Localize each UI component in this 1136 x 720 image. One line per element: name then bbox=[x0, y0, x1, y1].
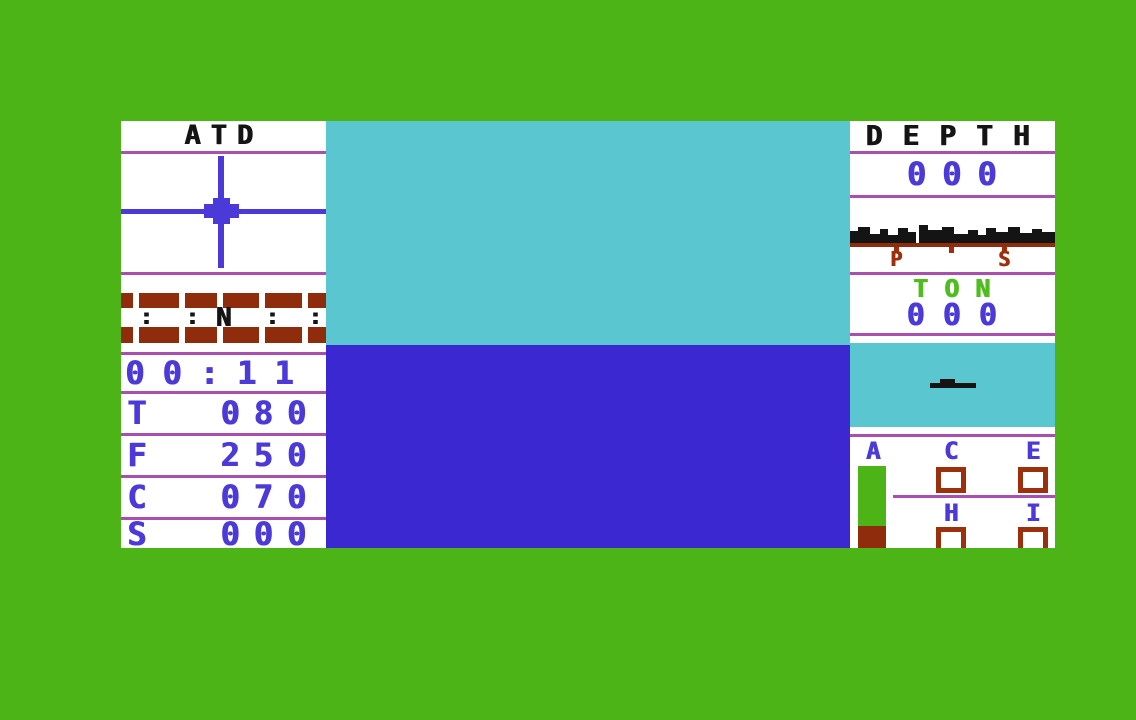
sonar-skyline-silhouette bbox=[850, 225, 1055, 243]
gauge-value: 080 bbox=[220, 394, 320, 432]
scope-center-marker bbox=[213, 198, 230, 224]
gauge-value: 070 bbox=[220, 478, 320, 516]
attack-scope bbox=[121, 154, 326, 272]
depth-panel-title: DEPTH bbox=[865, 121, 1050, 152]
divider-line bbox=[850, 195, 1055, 198]
gauge-label: S bbox=[127, 515, 147, 548]
divider-line bbox=[121, 151, 326, 154]
compass-minor-mark: : bbox=[185, 305, 199, 330]
atd-panel-title: ATD bbox=[184, 121, 263, 151]
status-box-c bbox=[936, 467, 966, 493]
status-letter-h: H bbox=[943, 499, 959, 527]
status-letter-i: I bbox=[1025, 499, 1041, 527]
divider-line bbox=[850, 272, 1055, 275]
compass-tick bbox=[259, 293, 265, 343]
gauge-row-course: C 070 bbox=[121, 478, 326, 517]
compass-tick bbox=[302, 293, 308, 343]
tonnage-label: TON bbox=[912, 274, 1007, 303]
status-letter-e: E bbox=[1025, 437, 1041, 465]
bearing-baseline bbox=[850, 243, 1055, 247]
gauge-value: 000 bbox=[220, 515, 320, 548]
depth-value: 000 bbox=[906, 155, 1013, 193]
status-box-h bbox=[936, 527, 966, 548]
divider-line bbox=[121, 352, 326, 355]
divider-line bbox=[121, 433, 326, 436]
status-box-i bbox=[1018, 527, 1048, 548]
ship-silhouette bbox=[940, 379, 955, 384]
bearing-starboard-label: S bbox=[997, 247, 1011, 271]
gauge-row-fuel: F 250 bbox=[121, 436, 326, 475]
divider-line bbox=[850, 151, 1055, 154]
compass-minor-mark: : bbox=[139, 305, 153, 330]
divider-line bbox=[121, 475, 326, 478]
bearing-starboard-tick bbox=[1002, 247, 1007, 253]
compass-strip: : : : : N bbox=[121, 293, 326, 343]
compass-tick bbox=[217, 293, 223, 343]
mission-clock: 00:11 bbox=[125, 354, 312, 392]
sky bbox=[326, 121, 850, 345]
divider-line bbox=[121, 517, 326, 520]
bearing-center-tick bbox=[949, 247, 954, 253]
compass-window bbox=[121, 308, 326, 327]
gauge-value: 250 bbox=[220, 436, 320, 474]
compass-tick bbox=[179, 293, 185, 343]
air-gauge-low-segment bbox=[858, 526, 886, 548]
tonnage-value: 000 bbox=[906, 298, 1015, 333]
compass-tick bbox=[133, 293, 139, 343]
game-screen: ATD : : : : N bbox=[121, 121, 1055, 548]
compass-heading: N bbox=[215, 303, 232, 333]
air-gauge bbox=[858, 466, 886, 548]
compass-minor-mark: : bbox=[265, 305, 279, 330]
bearing-port-tick bbox=[894, 247, 899, 253]
divider-line bbox=[121, 272, 326, 275]
divider-line bbox=[850, 333, 1055, 336]
gauge-label: T bbox=[127, 394, 147, 432]
sea bbox=[326, 345, 850, 548]
status-letter-c: C bbox=[943, 437, 959, 465]
gauge-row-torpedoes: T 080 bbox=[121, 394, 326, 433]
divider-line bbox=[850, 434, 1055, 437]
target-view bbox=[850, 343, 1055, 427]
ship-silhouette bbox=[930, 383, 976, 388]
divider-line bbox=[121, 391, 326, 394]
gauge-label: C bbox=[127, 478, 147, 516]
status-box-e bbox=[1018, 467, 1048, 493]
divider-line bbox=[893, 495, 1055, 498]
bearing-port-label: P bbox=[889, 247, 903, 271]
periscope-viewport[interactable] bbox=[326, 121, 850, 548]
gauge-label: F bbox=[127, 436, 147, 474]
compass-minor-mark: : bbox=[308, 305, 322, 330]
depth-status-panel: DEPTH 000 P S TON 000 bbox=[850, 121, 1055, 548]
attack-data-panel: ATD : : : : N bbox=[121, 121, 326, 548]
gauge-row-speed: S 000 bbox=[121, 515, 326, 548]
air-gauge-label: A bbox=[865, 437, 881, 465]
